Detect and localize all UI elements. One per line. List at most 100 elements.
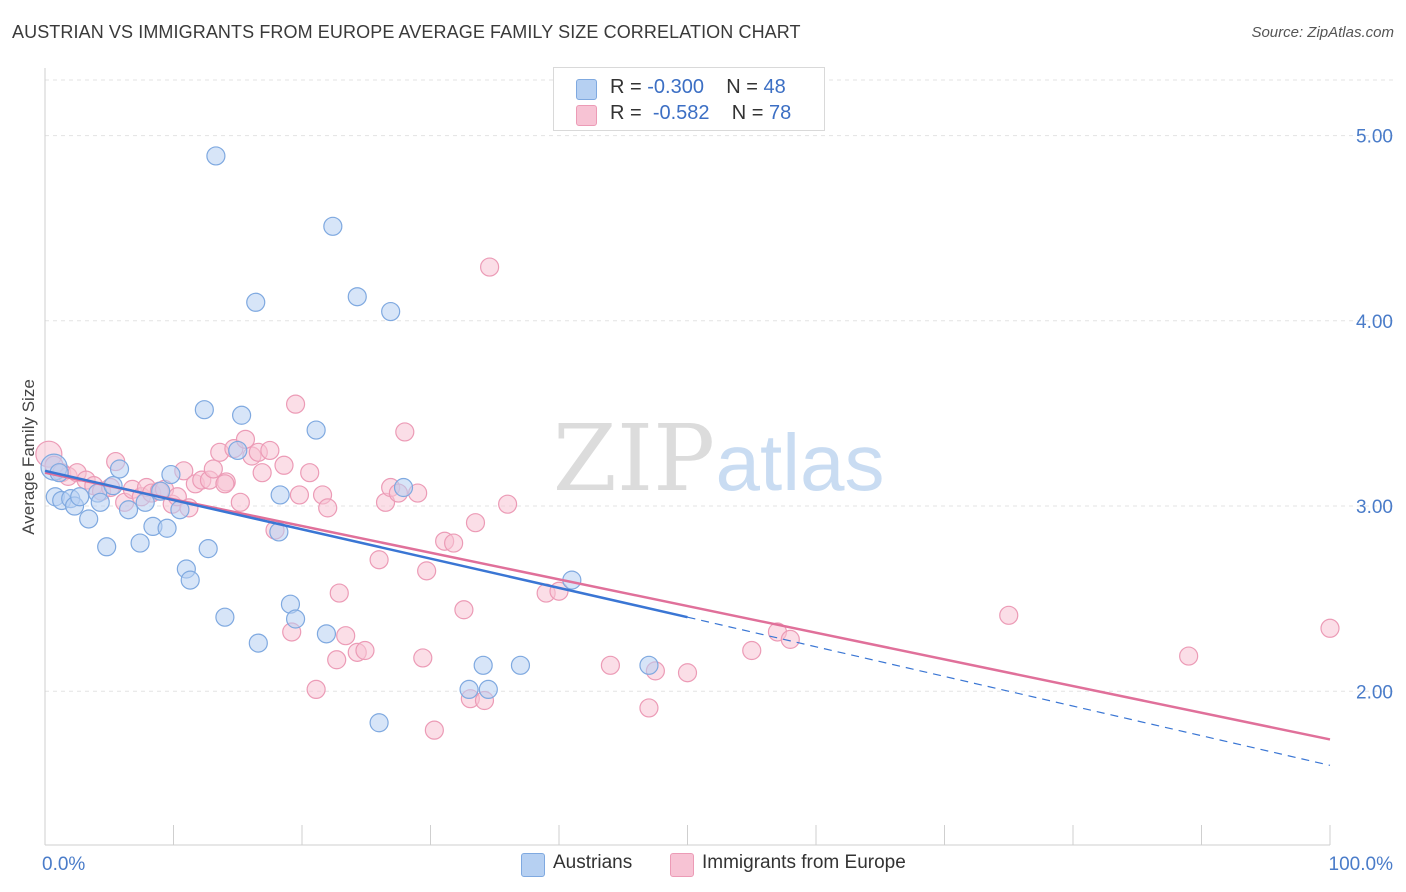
point-immigrants (336, 626, 356, 646)
point-austrians (180, 570, 200, 590)
axes (44, 68, 1331, 846)
point-austrians (246, 292, 266, 312)
point-immigrants (215, 474, 235, 494)
point-austrians (232, 405, 252, 425)
point-austrians (369, 713, 389, 733)
point-immigrants (252, 463, 272, 483)
legend-label-immigrants: Immigrants from Europe (702, 852, 906, 873)
y-tick-label: 2.00 (1356, 682, 1393, 703)
legend-swatch-pink (576, 105, 597, 126)
correlation-legend: R = -0.300 N = 48 R = -0.582 N = 78 (553, 67, 825, 131)
point-austrians (161, 464, 181, 485)
point-immigrants (369, 550, 389, 570)
point-immigrants (424, 720, 444, 740)
point-immigrants (203, 459, 223, 479)
legend-swatch-austrians (521, 853, 545, 877)
point-austrians (248, 633, 268, 653)
point-austrians (90, 492, 110, 512)
point-austrians (270, 485, 290, 505)
point-immigrants (677, 663, 698, 683)
point-austrians (381, 301, 401, 322)
point-immigrants (285, 394, 306, 414)
point-austrians (510, 655, 531, 675)
point-immigrants (289, 485, 310, 505)
y-tick-label: 5.00 (1356, 127, 1393, 148)
watermark-atlas: atlas (716, 418, 885, 507)
point-immigrants (417, 561, 437, 581)
point-immigrants (395, 422, 415, 442)
grid-lines (45, 79, 1395, 692)
x-tick-label-end: 100.0% (1329, 854, 1394, 875)
n-value-immigrants: 78 (769, 102, 792, 124)
point-austrians (130, 533, 150, 553)
point-austrians (478, 679, 498, 700)
point-austrians (215, 607, 235, 627)
point-immigrants (480, 257, 500, 277)
point-austrians (79, 509, 99, 529)
point-austrians (473, 655, 493, 675)
r-label: R = (610, 102, 648, 124)
trend-immigrants (44, 471, 1331, 741)
source-label: Source: ZipAtlas.com (1251, 24, 1394, 41)
n-label: N = (726, 76, 764, 98)
point-austrians (194, 400, 214, 420)
point-immigrants (1179, 646, 1199, 666)
point-austrians (109, 459, 130, 479)
point-austrians (206, 146, 226, 166)
series-legend: Austrians Immigrants from Europe (0, 852, 1406, 878)
point-immigrants (444, 533, 464, 553)
trend-austrians-extension (687, 616, 1331, 766)
legend-label-austrians: Austrians (553, 852, 633, 873)
point-immigrants (639, 698, 659, 718)
point-immigrants (230, 492, 250, 512)
point-immigrants (465, 513, 486, 533)
point-immigrants (600, 655, 621, 675)
n-label: N = (731, 102, 770, 124)
point-immigrants (1320, 618, 1340, 638)
point-immigrants (329, 583, 349, 603)
x-tick-label-start: 0.0% (42, 854, 85, 875)
point-austrians (306, 420, 326, 440)
point-austrians (323, 216, 343, 236)
point-austrians (118, 500, 139, 520)
point-immigrants (306, 679, 326, 700)
point-immigrants (498, 494, 518, 514)
r-value-austrians: -0.300 (647, 76, 704, 98)
point-immigrants (327, 650, 347, 670)
point-austrians (285, 609, 306, 629)
point-austrians (347, 287, 367, 307)
point-immigrants (355, 640, 375, 661)
point-immigrants (742, 640, 762, 661)
point-austrians (393, 477, 414, 498)
legend-swatch-blue (576, 79, 597, 100)
point-immigrants (413, 648, 433, 668)
point-immigrants (318, 498, 338, 518)
trend-lines (44, 469, 1331, 766)
point-austrians (228, 440, 248, 461)
point-austrians (70, 487, 90, 507)
point-austrians (316, 624, 337, 644)
tick-labels: 2.00 3.00 4.00 5.00 0.0% 100.0% (42, 127, 1393, 875)
r-value-immigrants: -0.582 (652, 102, 710, 124)
point-austrians (639, 655, 659, 675)
y-axis-label: Average Family Size (19, 379, 38, 535)
point-immigrants (260, 440, 280, 461)
point-austrians (97, 537, 117, 557)
point-austrians (459, 679, 479, 700)
r-label: R = (610, 76, 648, 98)
point-austrians (198, 539, 218, 559)
y-tick-label: 4.00 (1356, 312, 1393, 333)
n-value-austrians: 48 (763, 76, 786, 98)
point-immigrants (454, 600, 474, 620)
point-immigrants (300, 463, 320, 483)
point-immigrants (274, 455, 294, 475)
point-austrians (157, 518, 177, 538)
point-immigrants (999, 605, 1019, 625)
trend-austrians (44, 469, 688, 619)
chart-title: AUSTRIAN VS IMMIGRANTS FROM EUROPE AVERA… (12, 22, 801, 42)
y-tick-label: 3.00 (1356, 497, 1393, 518)
point-immigrants (780, 629, 800, 649)
watermark-zip: ZIP (553, 405, 715, 512)
legend-swatch-immigrants (670, 853, 694, 877)
